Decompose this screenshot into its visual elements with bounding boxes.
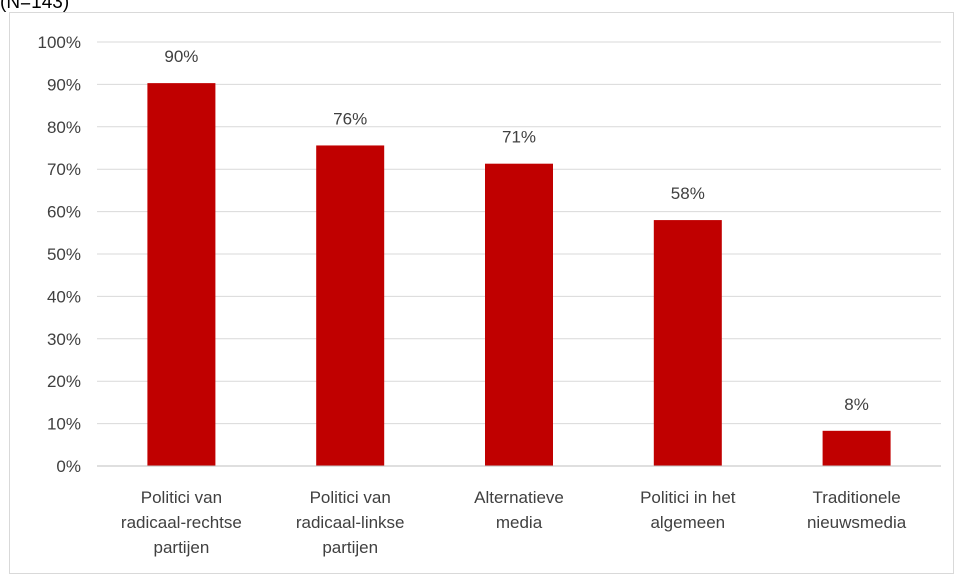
y-tick-label: 40%: [47, 287, 81, 306]
category-labels: Politici van radicaal-rechtse partijen Poli…: [121, 488, 907, 557]
data-label: 76%: [333, 109, 367, 128]
category-label: Politici van: [310, 488, 391, 507]
data-label: 58%: [671, 184, 705, 203]
y-tick-label: 80%: [47, 118, 81, 137]
category-label: Traditionele: [812, 488, 900, 507]
bar: [147, 83, 216, 467]
data-label: 8%: [844, 395, 869, 414]
y-tick-label: 100%: [38, 33, 81, 52]
bars: [147, 83, 891, 467]
category-label: media: [496, 513, 543, 532]
y-tick-label: 60%: [47, 203, 81, 222]
data-labels: 90% 76% 71% 58% 8%: [164, 47, 869, 414]
y-axis-tick-labels: 0% 10% 20% 30% 40% 50% 60% 70% 80% 90% 100%: [38, 33, 81, 476]
data-label: 90%: [164, 47, 198, 66]
category-label: Politici van: [141, 488, 222, 507]
category-label: radicaal-rechtse: [121, 513, 242, 532]
category-label: Alternatieve: [474, 488, 564, 507]
data-label: 71%: [502, 128, 536, 147]
category-label: radicaal-linkse: [296, 513, 405, 532]
y-tick-label: 0%: [56, 457, 81, 476]
bar: [485, 163, 553, 467]
y-tick-label: 10%: [47, 415, 81, 434]
chart-frame: [9, 12, 954, 574]
y-tick-label: 70%: [47, 160, 81, 179]
bar: [316, 145, 385, 466]
bar: [653, 220, 722, 466]
category-label: partijen: [322, 538, 378, 557]
chart-header-text: (N=143): [0, 0, 70, 13]
y-tick-label: 50%: [47, 245, 81, 264]
y-tick-label: 90%: [47, 75, 81, 94]
category-label: algemeen: [650, 513, 725, 532]
y-tick-label: 30%: [47, 330, 81, 349]
bar: [822, 430, 891, 466]
category-label: partijen: [154, 538, 210, 557]
category-label: nieuwsmedia: [807, 513, 907, 532]
y-tick-label: 20%: [47, 372, 81, 391]
category-label: Politici in het: [640, 488, 736, 507]
